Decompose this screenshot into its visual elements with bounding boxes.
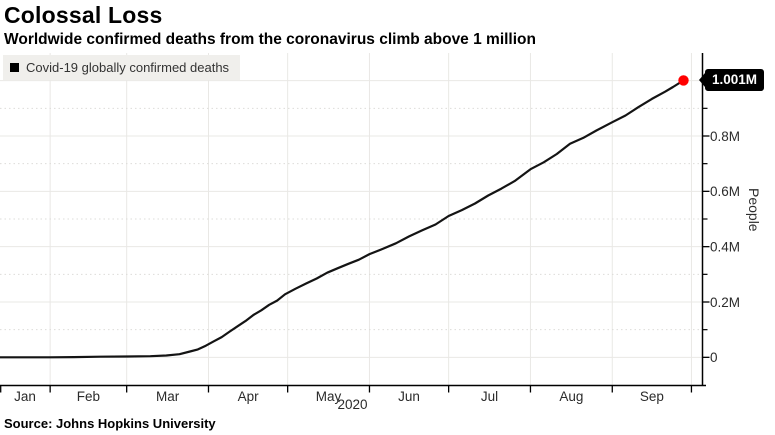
x-tick-label: Jun <box>398 389 420 404</box>
x-tick-label: Apr <box>238 389 260 404</box>
x-tick-label: Jul <box>481 389 498 404</box>
x-tick-label: Aug <box>559 389 583 404</box>
legend-series-label: Covid-19 globally confirmed deaths <box>26 60 230 75</box>
y-tick-label: 0.8M <box>710 129 740 144</box>
end-marker-dot <box>678 75 689 86</box>
x-tick-label: Mar <box>156 389 180 404</box>
legend-square-marker-icon <box>10 63 19 72</box>
y-tick-label: 0.4M <box>710 239 740 254</box>
x-tick-label: May <box>316 389 342 404</box>
y-tick-label: 0 <box>710 350 718 365</box>
series-line <box>0 79 685 359</box>
y-tick-label: 0.6M <box>710 184 740 199</box>
chart-title: Colossal Loss <box>4 2 163 28</box>
latest-value-callout: 1.001M <box>698 69 765 92</box>
x-axis-year-label: 2020 <box>337 397 368 412</box>
chart-legend: Covid-19 globally confirmed deaths <box>3 55 241 80</box>
chart-subtitle: Worldwide confirmed deaths from the coro… <box>4 31 536 48</box>
x-tick-label: Feb <box>77 389 100 404</box>
y-tick-label: 0.2M <box>710 295 740 310</box>
x-tick-label: Sep <box>640 389 664 404</box>
source-attribution: Source: Johns Hopkins University <box>4 416 216 431</box>
y-axis-title: People <box>746 188 762 232</box>
x-tick-label: Jan <box>14 389 36 404</box>
